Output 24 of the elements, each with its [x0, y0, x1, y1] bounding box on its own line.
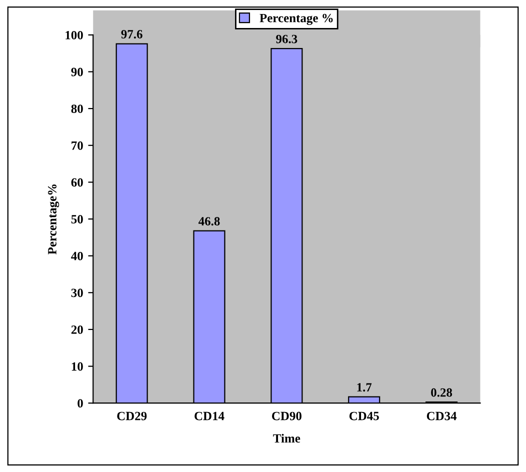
- y-tick-label: 0: [78, 399, 83, 408]
- y-tick-label: 50: [71, 215, 83, 224]
- y-tick-label: 70: [72, 141, 83, 150]
- data-label: 97.6: [121, 30, 142, 38]
- x-tick-label: CD90: [272, 412, 302, 420]
- y-tick-label: 30: [71, 288, 83, 298]
- y-tick-label: 90: [71, 68, 83, 76]
- x-axis-title: Time: [273, 434, 300, 443]
- y-tick-label: 100: [66, 30, 83, 40]
- x-tick-label: CD45: [349, 412, 379, 420]
- data-label: 46.8: [198, 217, 220, 226]
- data-label: 1.7: [357, 383, 372, 392]
- x-tick-label: CD14: [194, 412, 224, 420]
- data-label: 96.3: [276, 34, 298, 44]
- y-tick-label: 40: [71, 252, 83, 260]
- y-tick-label: 20: [71, 325, 83, 334]
- y-tick-label: 60: [71, 178, 83, 187]
- y-tick-label: 80: [71, 104, 83, 114]
- y-axis-title: Percentage%: [48, 184, 60, 254]
- x-tick-label: CD34: [426, 412, 457, 420]
- x-tick-label: CD29: [117, 412, 147, 420]
- y-tick-label: 10: [72, 362, 83, 371]
- legend-label: Percentage %: [260, 14, 333, 25]
- data-label: 0.28: [431, 388, 452, 397]
